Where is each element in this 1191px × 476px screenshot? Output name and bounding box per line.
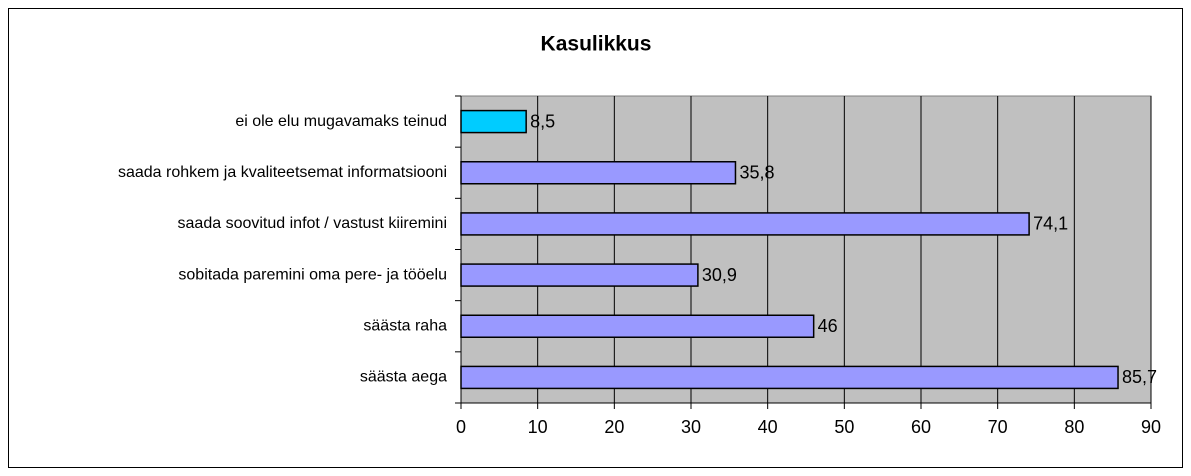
data-label: 8,5 bbox=[530, 111, 555, 131]
y-tick-label: säästa aega bbox=[360, 369, 447, 386]
x-tick-label: 60 bbox=[911, 417, 931, 437]
bar bbox=[460, 314, 815, 338]
x-tick-label: 70 bbox=[988, 417, 1008, 437]
chart-title: Kasulikkus bbox=[541, 33, 652, 56]
bar bbox=[460, 161, 737, 185]
y-tick-label: säästa raha bbox=[363, 317, 447, 334]
bar bbox=[460, 365, 1119, 390]
bar bbox=[460, 263, 699, 287]
x-tick-label: 20 bbox=[604, 417, 624, 437]
x-tick-label: 80 bbox=[1064, 417, 1084, 437]
data-label: 30,9 bbox=[702, 265, 737, 285]
x-tick-label: 90 bbox=[1141, 417, 1161, 437]
data-label: 46 bbox=[818, 316, 838, 336]
bar bbox=[460, 109, 527, 134]
x-tick-label: 30 bbox=[681, 417, 701, 437]
y-tick-label: ei ole elu mugavamaks teinud bbox=[235, 113, 447, 130]
data-label: 85,7 bbox=[1122, 367, 1157, 387]
x-tick-label: 10 bbox=[528, 417, 548, 437]
y-tick-label: sobitada paremini oma pere- ja tööelu bbox=[178, 266, 447, 283]
data-label: 35,8 bbox=[739, 163, 774, 183]
x-tick-label: 50 bbox=[834, 417, 854, 437]
data-label: 74,1 bbox=[1033, 214, 1068, 234]
bar bbox=[460, 212, 1030, 236]
y-tick-label: saada soovitud infot / vastust kiiremini bbox=[178, 215, 447, 232]
x-tick-label: 40 bbox=[758, 417, 778, 437]
x-tick-label: 0 bbox=[456, 417, 466, 437]
y-tick-label: saada rohkem ja kvaliteetsemat informats… bbox=[118, 164, 447, 181]
plot-area bbox=[460, 95, 1152, 404]
